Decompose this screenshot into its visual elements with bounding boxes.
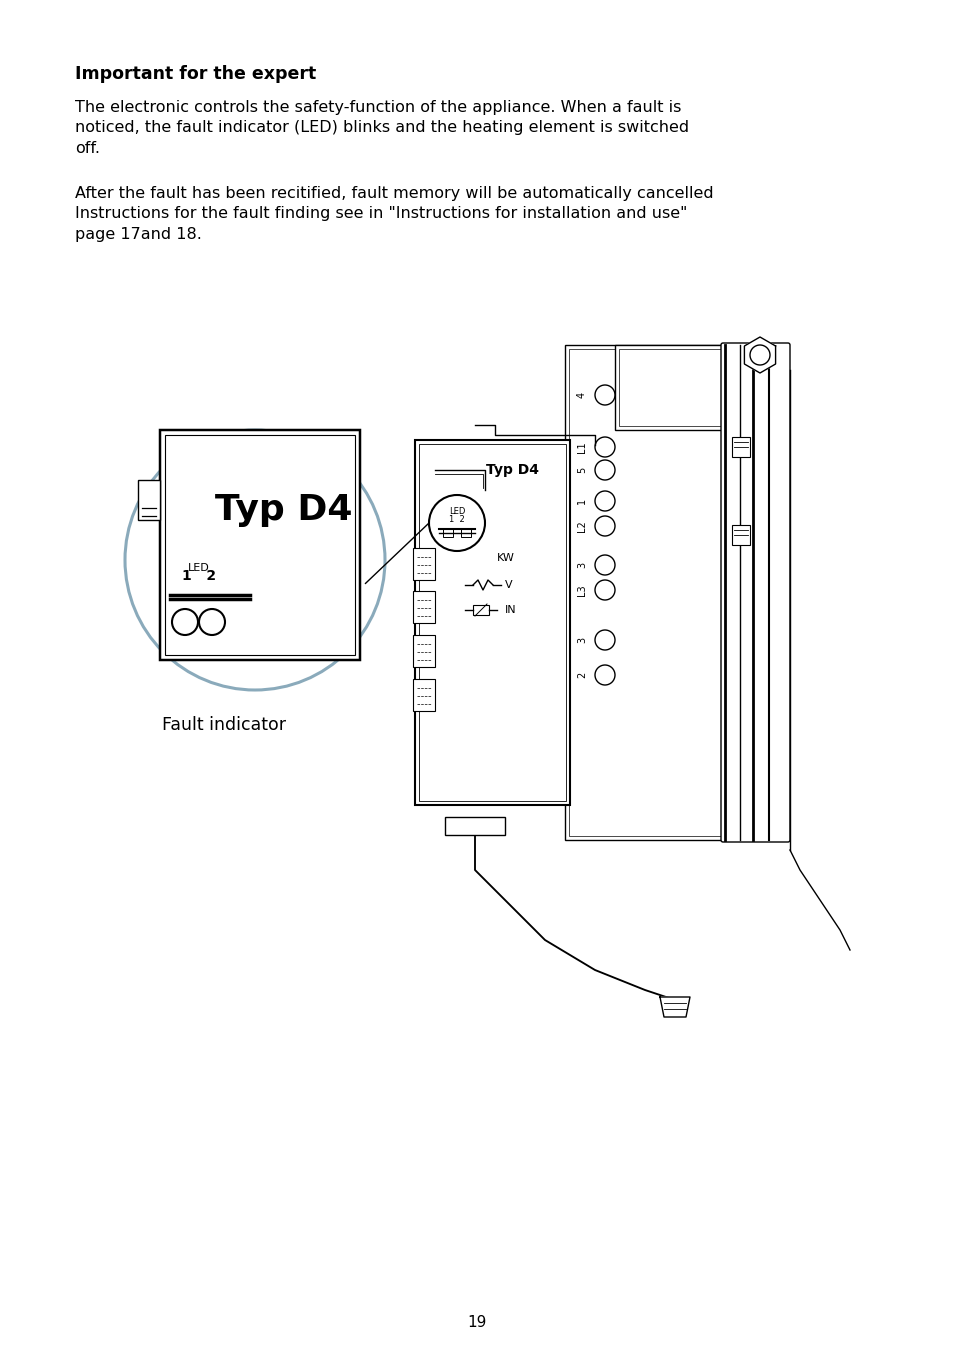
FancyBboxPatch shape [413, 678, 435, 711]
FancyBboxPatch shape [444, 816, 504, 835]
FancyBboxPatch shape [568, 349, 775, 835]
FancyBboxPatch shape [731, 437, 749, 458]
FancyBboxPatch shape [473, 605, 489, 615]
FancyBboxPatch shape [618, 349, 775, 427]
Text: 1: 1 [577, 498, 586, 504]
FancyBboxPatch shape [615, 345, 780, 431]
Text: V: V [504, 580, 512, 590]
FancyBboxPatch shape [413, 590, 435, 623]
FancyBboxPatch shape [415, 440, 569, 806]
Polygon shape [743, 337, 775, 372]
FancyBboxPatch shape [138, 481, 160, 520]
FancyBboxPatch shape [460, 528, 471, 538]
FancyBboxPatch shape [418, 444, 565, 802]
Text: Typ D4: Typ D4 [215, 493, 353, 527]
Text: L2: L2 [577, 520, 586, 532]
Text: KW: KW [497, 552, 515, 563]
Text: 5: 5 [577, 467, 586, 473]
Text: 3: 3 [577, 562, 586, 569]
Text: After the fault has been recitified, fault memory will be automatically cancelle: After the fault has been recitified, fau… [75, 185, 713, 242]
FancyBboxPatch shape [413, 635, 435, 668]
Polygon shape [659, 997, 689, 1017]
Text: 3: 3 [577, 636, 586, 643]
FancyBboxPatch shape [413, 548, 435, 580]
Text: LED: LED [188, 563, 210, 573]
Text: Typ D4: Typ D4 [485, 463, 538, 477]
Text: IN: IN [504, 605, 517, 615]
Text: 19: 19 [467, 1315, 486, 1330]
FancyBboxPatch shape [731, 525, 749, 546]
Text: 4: 4 [577, 391, 586, 398]
Text: LED: LED [448, 506, 465, 516]
FancyBboxPatch shape [720, 343, 789, 842]
Text: L3: L3 [577, 584, 586, 596]
Text: The electronic controls the safety-function of the appliance. When a fault is
no: The electronic controls the safety-funct… [75, 100, 688, 156]
Text: L1: L1 [577, 441, 586, 452]
FancyBboxPatch shape [160, 431, 359, 659]
FancyBboxPatch shape [165, 435, 355, 655]
Text: Fault indicator: Fault indicator [162, 716, 286, 734]
Text: 2: 2 [577, 672, 586, 678]
Text: 1   2: 1 2 [182, 569, 216, 584]
FancyBboxPatch shape [442, 528, 453, 538]
Text: Important for the expert: Important for the expert [75, 65, 315, 83]
Text: 1  2: 1 2 [449, 515, 464, 524]
FancyBboxPatch shape [564, 345, 780, 839]
